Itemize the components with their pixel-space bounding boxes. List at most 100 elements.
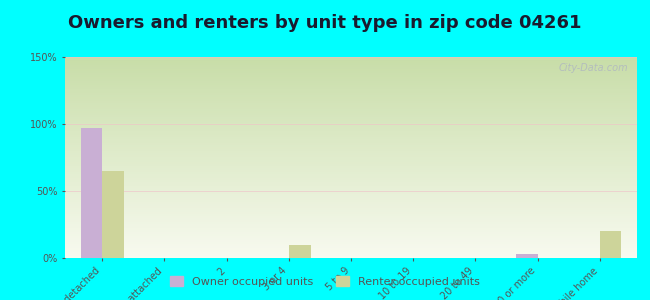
- Bar: [65, 113, 637, 115]
- Bar: [65, 167, 637, 169]
- Bar: [65, 184, 637, 186]
- Text: City-Data.com: City-Data.com: [559, 63, 629, 73]
- Bar: [65, 242, 637, 244]
- Bar: [65, 83, 637, 85]
- Bar: [65, 174, 637, 176]
- Bar: [65, 117, 637, 119]
- Bar: [65, 77, 637, 79]
- Bar: [65, 101, 637, 103]
- Bar: [65, 85, 637, 87]
- Bar: [65, 81, 637, 83]
- Bar: [65, 95, 637, 97]
- Text: Owners and renters by unit type in zip code 04261: Owners and renters by unit type in zip c…: [68, 14, 582, 32]
- Bar: [515, 254, 538, 258]
- Bar: [65, 103, 637, 105]
- Legend: Owner occupied units, Renter occupied units: Owner occupied units, Renter occupied un…: [166, 272, 484, 291]
- Bar: [65, 202, 637, 204]
- Bar: [65, 65, 637, 67]
- Bar: [65, 236, 637, 238]
- Bar: [65, 140, 637, 141]
- Bar: [65, 220, 637, 222]
- Bar: [65, 224, 637, 226]
- Bar: [65, 169, 637, 172]
- Bar: [65, 208, 637, 210]
- Bar: [65, 131, 637, 134]
- Bar: [65, 206, 637, 208]
- Bar: [65, 166, 637, 167]
- Bar: [65, 232, 637, 234]
- Bar: [65, 244, 637, 246]
- Bar: [65, 250, 637, 252]
- Bar: [65, 218, 637, 220]
- Bar: [65, 216, 637, 218]
- Bar: [65, 127, 637, 129]
- Bar: [65, 123, 637, 125]
- Bar: [65, 182, 637, 184]
- Bar: [65, 192, 637, 194]
- Bar: [65, 73, 637, 75]
- Bar: [65, 63, 637, 65]
- Bar: [65, 119, 637, 121]
- Bar: [65, 212, 637, 214]
- Bar: [81, 128, 102, 258]
- Bar: [65, 97, 637, 99]
- Bar: [65, 198, 637, 200]
- Bar: [65, 143, 637, 146]
- Bar: [65, 254, 637, 256]
- Bar: [65, 188, 637, 190]
- Bar: [65, 164, 637, 166]
- Bar: [65, 75, 637, 77]
- Bar: [65, 210, 637, 212]
- Bar: [65, 99, 637, 101]
- Bar: [65, 248, 637, 250]
- Bar: [65, 160, 637, 161]
- Bar: [65, 137, 637, 140]
- Bar: [65, 172, 637, 174]
- Bar: [65, 214, 637, 216]
- Bar: [65, 93, 637, 95]
- Bar: [65, 204, 637, 206]
- Bar: [65, 87, 637, 89]
- Bar: [65, 91, 637, 93]
- Bar: [65, 134, 637, 135]
- Bar: [65, 234, 637, 236]
- Bar: [65, 256, 637, 258]
- Bar: [65, 200, 637, 202]
- Bar: [65, 57, 637, 59]
- Bar: [289, 244, 311, 258]
- Bar: [65, 69, 637, 71]
- Bar: [65, 109, 637, 111]
- Bar: [65, 228, 637, 230]
- Bar: [65, 149, 637, 152]
- Bar: [65, 196, 637, 198]
- Bar: [65, 246, 637, 248]
- Bar: [65, 79, 637, 81]
- Bar: [65, 155, 637, 158]
- Bar: [65, 180, 637, 182]
- Bar: [65, 146, 637, 147]
- Bar: [65, 129, 637, 131]
- Bar: [65, 67, 637, 69]
- Bar: [600, 231, 621, 258]
- Bar: [65, 194, 637, 196]
- Bar: [65, 158, 637, 160]
- Bar: [65, 161, 637, 164]
- Bar: [65, 222, 637, 224]
- Bar: [65, 154, 637, 155]
- Bar: [65, 121, 637, 123]
- Bar: [65, 125, 637, 127]
- Bar: [65, 240, 637, 242]
- Bar: [65, 147, 637, 149]
- Bar: [65, 190, 637, 192]
- Bar: [65, 107, 637, 109]
- Bar: [102, 171, 124, 258]
- Bar: [65, 61, 637, 63]
- Bar: [65, 238, 637, 240]
- Bar: [65, 252, 637, 254]
- Bar: [65, 152, 637, 154]
- Bar: [65, 89, 637, 91]
- Bar: [65, 105, 637, 107]
- Bar: [65, 178, 637, 180]
- Bar: [65, 141, 637, 143]
- Bar: [65, 135, 637, 137]
